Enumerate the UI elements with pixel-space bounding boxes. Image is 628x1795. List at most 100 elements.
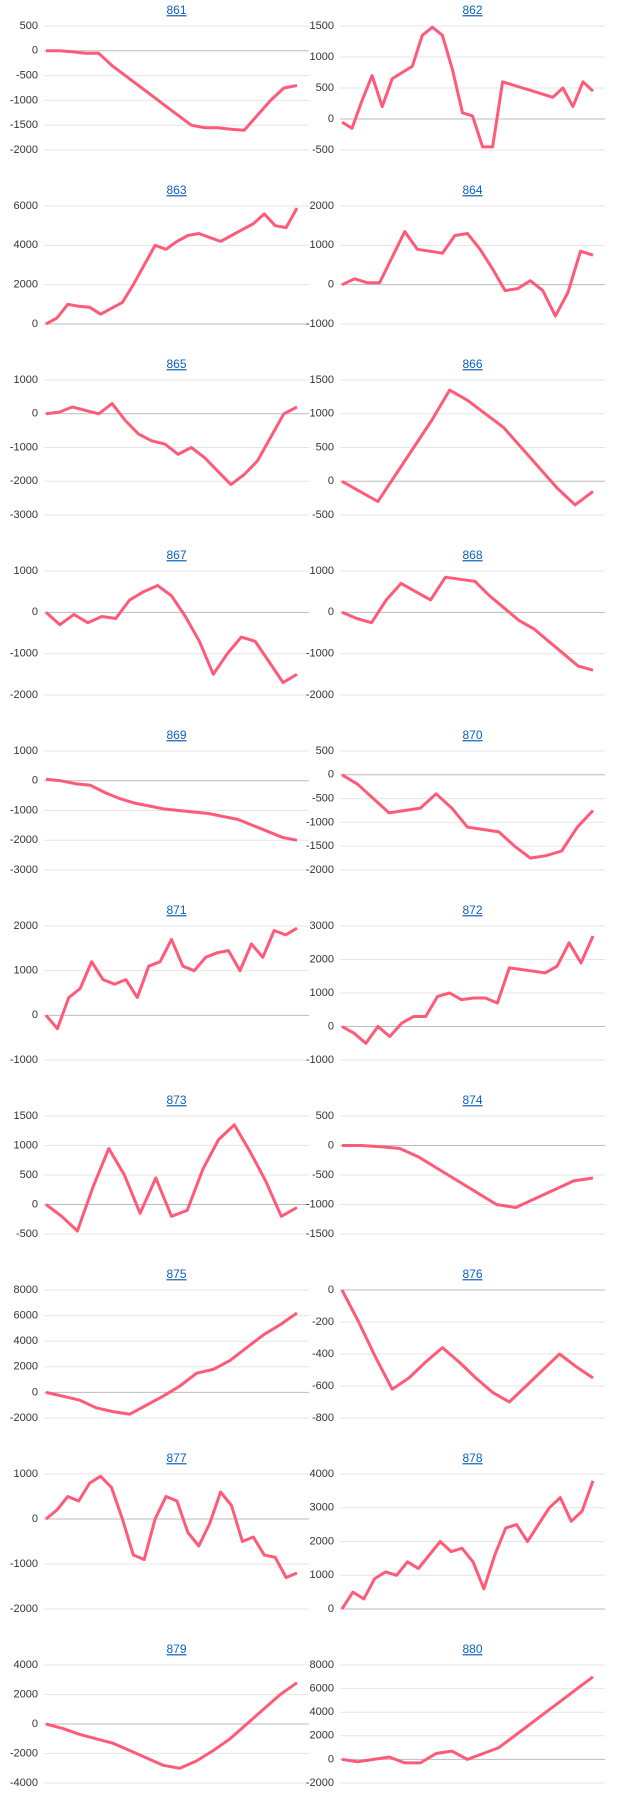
- y-tick-label: -1500: [306, 840, 334, 852]
- y-tick-label: 0: [328, 769, 334, 781]
- y-tick-label: 1000: [14, 374, 38, 386]
- y-tick-label: -1000: [10, 1558, 38, 1570]
- data-line: [45, 584, 298, 685]
- y-tick-label: 2000: [310, 953, 334, 965]
- chart-title[interactable]: 868: [462, 548, 482, 562]
- y-tick-label: 0: [32, 775, 38, 787]
- y-tick-label: 2000: [14, 1361, 38, 1373]
- y-tick-label: 4000: [310, 1468, 334, 1480]
- chart-title[interactable]: 871: [166, 903, 186, 917]
- y-tick-label: 0: [32, 1718, 38, 1730]
- y-tick-label: -2000: [306, 689, 334, 701]
- y-tick-label: -2000: [10, 1747, 38, 1759]
- chart-title[interactable]: 866: [462, 357, 482, 371]
- data-line: [340, 1289, 594, 1404]
- data-line: [45, 207, 299, 326]
- chart-title[interactable]: 872: [462, 903, 482, 917]
- y-tick-label: 1000: [14, 565, 38, 577]
- data-line: [341, 388, 594, 507]
- y-tick-label: -2000: [306, 1777, 334, 1789]
- y-tick-label: -1000: [306, 816, 334, 828]
- data-line: [46, 49, 298, 132]
- y-tick-label: -500: [16, 1228, 38, 1240]
- y-tick-label: 500: [316, 82, 334, 94]
- y-tick-label: -200: [312, 1316, 334, 1328]
- chart-title[interactable]: 865: [166, 357, 186, 371]
- chart-title[interactable]: 862: [462, 3, 482, 17]
- y-tick-label: -1000: [10, 1054, 38, 1066]
- chart-title[interactable]: 878: [462, 1451, 482, 1465]
- y-tick-label: 0: [328, 606, 334, 618]
- data-line: [342, 1144, 594, 1209]
- data-line: [341, 773, 595, 860]
- y-tick-label: -2000: [10, 1603, 38, 1615]
- y-tick-label: 0: [328, 475, 334, 487]
- y-tick-label: 0: [32, 1009, 38, 1021]
- y-tick-label: 4000: [310, 1706, 334, 1718]
- y-tick-label: 1500: [14, 1110, 38, 1122]
- y-tick-label: 1000: [310, 987, 334, 999]
- y-tick-label: -2000: [10, 834, 38, 846]
- data-line: [45, 1474, 298, 1579]
- y-tick-label: 0: [328, 113, 334, 125]
- chart-title[interactable]: 874: [462, 1093, 482, 1107]
- y-tick-label: 6000: [14, 1310, 38, 1322]
- y-tick-label: 0: [32, 318, 38, 330]
- y-tick-label: 0: [32, 606, 38, 618]
- chart-title[interactable]: 879: [166, 1642, 186, 1656]
- y-tick-label: 500: [316, 745, 334, 757]
- y-tick-label: 1000: [14, 965, 38, 977]
- chart-title[interactable]: 867: [166, 548, 186, 562]
- y-tick-label: 0: [328, 1603, 334, 1615]
- y-tick-label: 500: [316, 441, 334, 453]
- y-tick-label: -1500: [306, 1228, 334, 1240]
- y-tick-label: -1000: [10, 648, 38, 660]
- data-line: [341, 230, 594, 318]
- y-tick-label: 1000: [14, 1139, 38, 1151]
- y-tick-label: 500: [316, 1110, 334, 1122]
- y-tick-label: -2000: [306, 864, 334, 876]
- chart-title[interactable]: 861: [166, 3, 186, 17]
- y-tick-label: 2000: [14, 920, 38, 932]
- y-tick-label: -2000: [10, 689, 38, 701]
- y-tick-label: 6000: [14, 200, 38, 212]
- y-tick-label: 0: [32, 408, 38, 420]
- chart-title[interactable]: 875: [166, 1267, 186, 1281]
- data-line: [45, 1681, 298, 1770]
- y-tick-label: 3000: [310, 920, 334, 932]
- data-line: [45, 402, 298, 487]
- y-tick-label: -1000: [306, 1198, 334, 1210]
- y-tick-label: 2000: [14, 279, 38, 291]
- data-line: [45, 1311, 298, 1416]
- y-tick-label: -800: [312, 1412, 334, 1424]
- y-tick-label: 500: [20, 20, 38, 32]
- chart-title[interactable]: 870: [462, 728, 482, 742]
- y-tick-label: -1000: [10, 94, 38, 106]
- y-tick-label: 4000: [14, 239, 38, 251]
- y-tick-label: 4000: [14, 1659, 38, 1671]
- data-line: [341, 25, 595, 149]
- chart-title[interactable]: 876: [462, 1267, 482, 1281]
- y-tick-label: -4000: [10, 1777, 38, 1789]
- data-line: [45, 777, 298, 842]
- chart-title[interactable]: 880: [462, 1642, 482, 1656]
- y-tick-label: 2000: [14, 1688, 38, 1700]
- chart-title[interactable]: 864: [462, 183, 482, 197]
- y-tick-label: -3000: [10, 509, 38, 521]
- y-tick-label: -400: [312, 1348, 334, 1360]
- chart-title[interactable]: 873: [166, 1093, 186, 1107]
- data-line: [44, 926, 298, 1031]
- y-tick-label: -3000: [10, 864, 38, 876]
- chart-title[interactable]: 877: [166, 1451, 186, 1465]
- y-tick-label: -1000: [306, 1054, 334, 1066]
- y-tick-label: -2000: [10, 1412, 38, 1424]
- chart-title[interactable]: 863: [166, 183, 186, 197]
- chart-title[interactable]: 869: [166, 728, 186, 742]
- y-tick-label: -1000: [306, 648, 334, 660]
- y-tick-label: 2000: [310, 200, 334, 212]
- y-tick-label: -500: [16, 70, 38, 82]
- y-tick-label: 1000: [310, 51, 334, 63]
- y-tick-label: 0: [328, 1753, 334, 1765]
- y-tick-label: -500: [312, 1169, 334, 1181]
